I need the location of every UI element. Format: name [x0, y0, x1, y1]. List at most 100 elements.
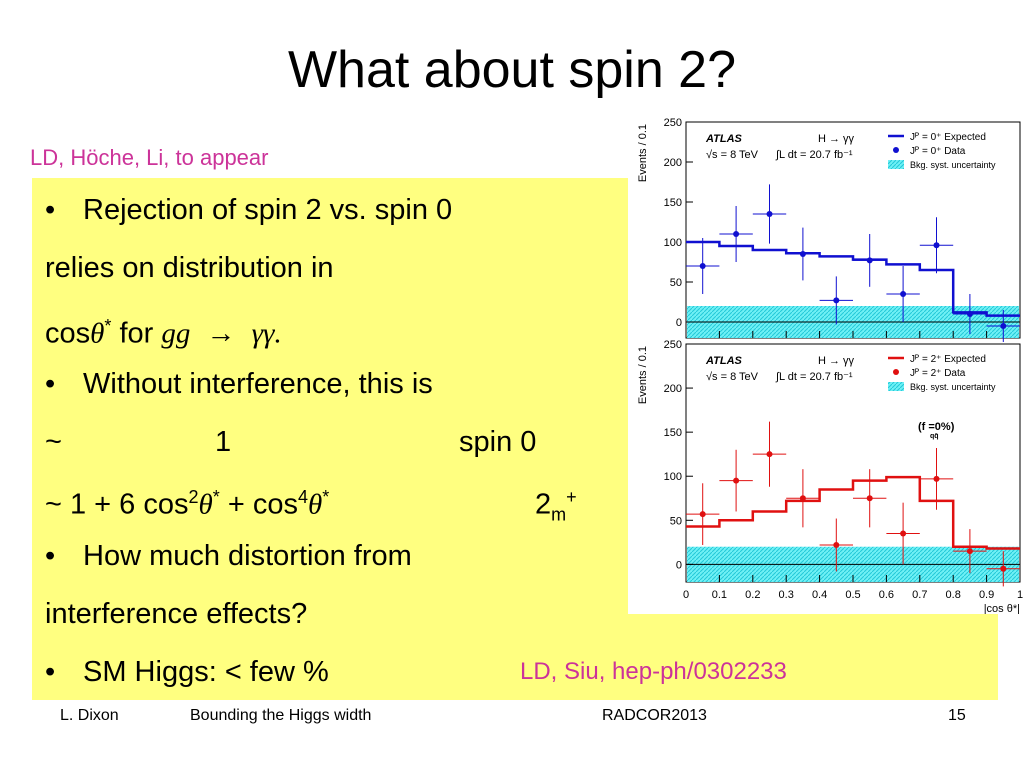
data-point — [933, 242, 940, 249]
legend-expected-label: Jᴾ = 0⁺ Expected — [910, 132, 986, 143]
data-point — [699, 511, 706, 518]
data-point — [766, 211, 773, 217]
legend-band-label: Bkg. syst. uncertainty — [910, 382, 996, 392]
x-tick-label: 1 — [1017, 589, 1023, 601]
data-point — [933, 475, 940, 482]
power-2: 2 — [188, 487, 199, 507]
star-symbol: * — [104, 316, 112, 336]
atlas-figure: 0 50 100 150 200 250 Events / 0.1 ATLAS √s = 8 T… — [628, 112, 1024, 615]
y-tick-label: 150 — [664, 197, 682, 209]
footer-author: L. Dixon — [60, 707, 119, 724]
data-point — [966, 548, 973, 555]
theta-symbol: θ — [90, 317, 105, 350]
y-tick-label: 150 — [664, 427, 682, 439]
data-point — [733, 231, 740, 237]
bullet-marker: • — [45, 194, 56, 226]
spin0-text: spin 0 — [459, 426, 537, 458]
arrow-symbol: → — [206, 317, 236, 350]
line-spin0: ~1 spin 0 — [45, 425, 536, 459]
gg-text: gg — [161, 317, 191, 350]
data-point — [1000, 565, 1007, 572]
x-tick-label: 0.1 — [712, 589, 727, 601]
slide-title: What about spin 2? — [287, 41, 737, 99]
y-tick-label: 50 — [670, 515, 682, 527]
process-label: H → γγ — [818, 355, 855, 367]
legend-band-swatch — [888, 160, 904, 169]
line-spin2-distribution: ~ 1 + 6 cos2θ* + cos4θ* 2m+ — [45, 480, 577, 524]
bullet-text-distortion: How much distortion from — [83, 540, 412, 572]
legend-data-label: Jᴾ = 0⁺ Data — [910, 146, 966, 157]
y-tick-label: 250 — [664, 339, 682, 351]
atlas-label: ATLAS — [705, 133, 743, 145]
x-tick-label: 0.3 — [779, 589, 794, 601]
data-point — [733, 477, 740, 484]
lumi-label: ∫L dt = 20.7 fb⁻¹ — [775, 371, 853, 383]
x-tick-label: 0.2 — [745, 589, 760, 601]
expected-histogram — [686, 475, 1020, 550]
x-tick-label: 0.4 — [812, 589, 827, 601]
lumi-label: ∫L dt = 20.7 fb⁻¹ — [775, 149, 853, 161]
y-axis-label: Events / 0.1 — [637, 346, 649, 404]
bullet-text-rejection: Rejection of spin 2 vs. spin 0 — [83, 194, 453, 226]
line-interference-effects: interference effects? — [45, 598, 308, 630]
data-point — [866, 495, 873, 502]
data-point — [833, 541, 840, 548]
power-4: 4 — [297, 487, 308, 507]
x-tick-label: 0.9 — [979, 589, 994, 601]
x-tick-label: 0.8 — [946, 589, 961, 601]
plus-superscript: + — [566, 487, 577, 507]
footer-talk-title: Bounding the Higgs width — [190, 707, 372, 724]
y-tick-label: 50 — [670, 277, 682, 289]
tilde-text: ~ — [45, 426, 62, 458]
legend-data-swatch — [893, 369, 899, 375]
reference-top: LD, Höche, Li, to appear — [30, 145, 269, 170]
data-point — [866, 257, 873, 264]
y-tick-label: 100 — [664, 237, 682, 249]
x-tick-label: 0.5 — [845, 589, 860, 601]
footer-conference: RADCOR2013 — [602, 707, 707, 724]
bullet-marker: • — [45, 656, 56, 688]
data-point — [766, 451, 773, 458]
bullet-text-interference: Without interference, this is — [83, 368, 433, 400]
energy-label: √s = 8 TeV — [706, 371, 759, 383]
data-point — [699, 263, 706, 269]
bullet-line-2: • Without interference, this is — [45, 367, 433, 401]
y-tick-label: 250 — [664, 117, 682, 129]
atlas-label: ATLAS — [705, 355, 743, 367]
star-symbol: * — [212, 487, 220, 507]
data-point — [833, 297, 840, 304]
data-point — [966, 311, 973, 317]
spin2m-label: 2m+ — [535, 480, 577, 531]
theta-symbol: θ — [307, 488, 323, 521]
x-tick-label: 0 — [683, 589, 689, 601]
bullet-text-sm-higgs: SM Higgs: < few % — [83, 656, 329, 688]
y-tick-label: 200 — [664, 383, 682, 395]
fqq-note: (f =0%) — [918, 421, 955, 433]
bullet-line-4: • SM Higgs: < few % — [45, 655, 329, 689]
x-axis-label: |cos θ*| — [984, 603, 1020, 614]
formula-part-b: + cos — [219, 488, 298, 521]
legend-expected-label: Jᴾ = 2⁺ Expected — [910, 354, 986, 365]
for-text: for — [111, 317, 162, 350]
cos-text: cos — [45, 317, 91, 350]
x-tick-label: 0.7 — [912, 589, 927, 601]
y-tick-label: 0 — [676, 559, 682, 571]
legend-band-label: Bkg. syst. uncertainty — [910, 160, 996, 170]
line-cos-theta: cosθ* for gg → γγ. — [45, 309, 282, 351]
energy-label: √s = 8 TeV — [706, 149, 759, 161]
bullet-marker: • — [45, 368, 56, 400]
legend-data-swatch — [893, 147, 899, 153]
formula-part-a: ~ 1 + 6 cos — [45, 488, 189, 521]
y-axis-label: Events / 0.1 — [637, 124, 649, 182]
line-relies: relies on distribution in — [45, 252, 334, 284]
expected-histogram — [686, 240, 1020, 317]
data-point — [799, 495, 806, 502]
two-text: 2 — [535, 488, 552, 521]
y-tick-label: 200 — [664, 157, 682, 169]
data-point — [900, 530, 907, 537]
bullet-line-3: • How much distortion from — [45, 539, 412, 573]
fqq-subscript: qq̄ — [930, 432, 939, 440]
y-tick-label: 100 — [664, 471, 682, 483]
bullet-line-1: • Rejection of spin 2 vs. spin 0 — [45, 193, 452, 227]
